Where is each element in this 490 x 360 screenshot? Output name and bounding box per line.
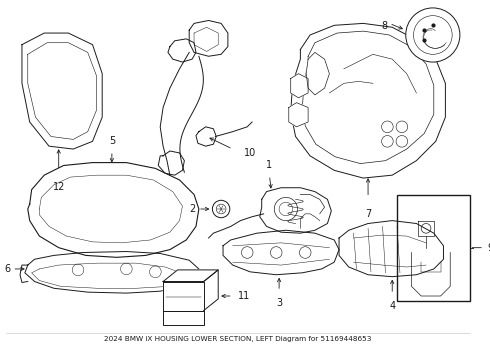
- Text: 2: 2: [189, 204, 195, 214]
- Polygon shape: [306, 53, 329, 95]
- Polygon shape: [289, 103, 308, 127]
- Bar: [397, 194, 469, 301]
- Text: 7: 7: [365, 209, 371, 219]
- Polygon shape: [223, 230, 339, 275]
- Circle shape: [212, 200, 230, 218]
- Text: 2024 BMW iX HOUSING LOWER SECTION, LEFT Diagram for 51169448653: 2024 BMW iX HOUSING LOWER SECTION, LEFT …: [104, 336, 371, 342]
- Text: 8: 8: [381, 22, 388, 31]
- Polygon shape: [163, 270, 218, 282]
- Text: 1: 1: [267, 160, 272, 170]
- Text: 12: 12: [52, 182, 65, 192]
- Text: 9: 9: [487, 243, 490, 253]
- Polygon shape: [196, 127, 216, 146]
- Polygon shape: [260, 188, 331, 233]
- Circle shape: [406, 8, 460, 62]
- Text: 11: 11: [238, 291, 250, 301]
- Text: 5: 5: [109, 136, 115, 146]
- Polygon shape: [158, 151, 184, 175]
- Polygon shape: [189, 21, 228, 56]
- Polygon shape: [22, 33, 102, 149]
- Text: 3: 3: [276, 298, 282, 308]
- Polygon shape: [163, 282, 204, 311]
- Polygon shape: [25, 252, 199, 293]
- Text: 10: 10: [245, 148, 257, 158]
- Polygon shape: [291, 23, 445, 178]
- Text: 6: 6: [4, 264, 10, 274]
- Polygon shape: [28, 163, 199, 257]
- Polygon shape: [168, 39, 196, 62]
- Polygon shape: [204, 270, 218, 311]
- Polygon shape: [291, 74, 308, 98]
- Text: 4: 4: [389, 301, 395, 311]
- Polygon shape: [339, 221, 443, 277]
